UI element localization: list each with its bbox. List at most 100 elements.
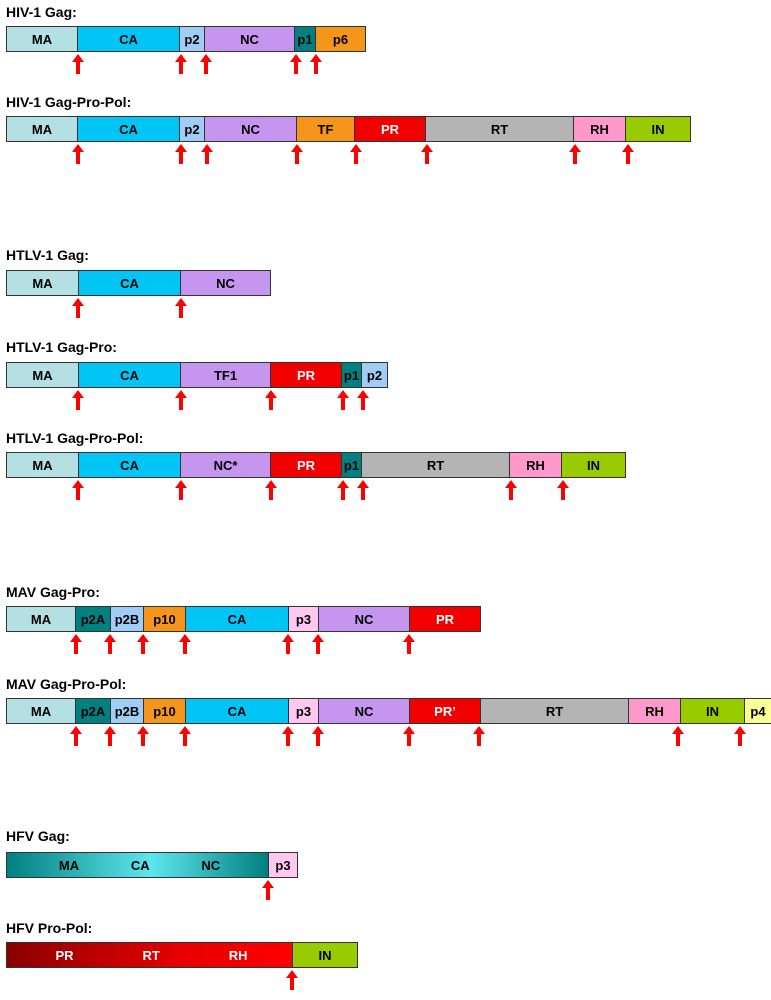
segment-pr: PR xyxy=(354,116,426,142)
cleavage-arrow-icon xyxy=(357,480,369,500)
segment-pr-prime: PR’ xyxy=(409,698,481,724)
protein-bar: PR RT RH IN xyxy=(6,942,358,968)
segment-ca: CA xyxy=(78,270,181,296)
protein-bar: MA CA p2 NC p1 p6 xyxy=(6,26,366,52)
protein-bar: MA p2A p2B p10 CA p3 NC PR’ RT RH IN p4 xyxy=(6,698,771,724)
segment-nc: NC xyxy=(318,698,410,724)
cleavage-arrow-icon xyxy=(137,726,149,746)
cleavage-arrow-icon xyxy=(337,390,349,410)
segment-p4: p4 xyxy=(744,698,771,724)
cleavage-arrow-icon xyxy=(557,480,569,500)
segment-rh: RH xyxy=(573,116,626,142)
segment-tf1: TF1 xyxy=(180,362,271,388)
cleavage-arrow-icon xyxy=(473,726,485,746)
segment-p2a: p2A xyxy=(75,606,111,632)
segment-ma: MA xyxy=(6,26,78,52)
segment-p3: p3 xyxy=(288,698,319,724)
segment-label: MA xyxy=(58,857,80,873)
cleavage-arrow-icon xyxy=(175,298,187,318)
segment-p2a: p2A xyxy=(75,698,111,724)
cleavage-arrow-icon xyxy=(179,634,191,654)
cleavage-arrow-icon xyxy=(282,634,294,654)
cleavage-arrow-icon xyxy=(265,390,277,410)
segment-ca: CA xyxy=(78,362,181,388)
cleavage-arrow-icon xyxy=(403,634,415,654)
segment-p10: p10 xyxy=(143,606,186,632)
construct-title: HIV-1 Gag-Pro-Pol: xyxy=(6,94,132,110)
cleavage-arrow-icon xyxy=(104,726,116,746)
cleavage-arrow-icon xyxy=(72,480,84,500)
protein-bar: MA CA NC* PR p1 RT RH IN xyxy=(6,452,626,478)
construct-title: MAV Gag-Pro: xyxy=(6,584,100,600)
segment-ma: MA xyxy=(6,606,76,632)
segment-ma: MA xyxy=(6,452,79,478)
segment-p1: p1 xyxy=(341,362,362,388)
protein-bar: MA CA NC xyxy=(6,270,271,296)
cleavage-arrow-icon xyxy=(350,144,362,164)
cleavage-arrow-icon xyxy=(505,480,517,500)
segment-p3: p3 xyxy=(268,852,298,878)
cleavage-arrow-icon xyxy=(200,54,212,74)
segment-rh: RH xyxy=(628,698,681,724)
segment-ca: CA xyxy=(77,116,180,142)
segment-ca: CA xyxy=(185,606,289,632)
segment-label: PR xyxy=(55,947,74,963)
segment-ma: MA xyxy=(6,270,79,296)
construct-title: HIV-1 Gag: xyxy=(6,4,77,20)
cleavage-arrow-icon xyxy=(70,634,82,654)
cleavage-arrow-icon xyxy=(734,726,746,746)
segment-pr: PR xyxy=(270,362,342,388)
protein-bar: MA CA TF1 PR p1 p2 xyxy=(6,362,388,388)
cleavage-arrow-icon xyxy=(312,726,324,746)
segment-p10: p10 xyxy=(143,698,186,724)
segment-ca: CA xyxy=(185,698,289,724)
cleavage-arrow-icon xyxy=(72,144,84,164)
cleavage-arrow-icon xyxy=(286,970,298,990)
segment-ma: MA xyxy=(6,362,79,388)
segment-nc: NC xyxy=(204,26,295,52)
cleavage-arrow-icon xyxy=(265,480,277,500)
segment-nc: NC xyxy=(180,270,271,296)
cleavage-arrow-icon xyxy=(421,144,433,164)
protein-bar: MA CA p2 NC TF PR RT RH IN xyxy=(6,116,691,142)
protein-bar: MA p2A p2B p10 CA p3 NC PR xyxy=(6,606,481,632)
segment-pr: PR xyxy=(270,452,342,478)
construct-title: HFV Gag: xyxy=(6,828,70,844)
segment-label: CA xyxy=(130,857,150,873)
segment-p2b: p2B xyxy=(110,606,144,632)
segment-in: IN xyxy=(625,116,691,142)
segment-in: IN xyxy=(292,942,358,968)
segment-label: RH xyxy=(228,947,248,963)
construct-title: HTLV-1 Gag: xyxy=(6,247,89,263)
cleavage-arrow-icon xyxy=(291,144,303,164)
segment-pr: PR xyxy=(409,606,481,632)
segment-ca: CA xyxy=(77,26,180,52)
cleavage-arrow-icon xyxy=(672,726,684,746)
segment-nc: NC xyxy=(204,116,297,142)
construct-title: HTLV-1 Gag-Pro: xyxy=(6,339,117,355)
segment-p6: p6 xyxy=(315,26,366,52)
cleavage-arrow-icon xyxy=(72,298,84,318)
cleavage-arrow-icon xyxy=(357,390,369,410)
cleavage-arrow-icon xyxy=(312,634,324,654)
segment-rt: RT xyxy=(361,452,510,478)
segment-rt: RT xyxy=(480,698,629,724)
segment-p1: p1 xyxy=(341,452,362,478)
segment-p2: p2 xyxy=(179,116,205,142)
segment-ma: MA xyxy=(6,698,76,724)
construct-title: HFV Pro-Pol: xyxy=(6,920,93,936)
segment-tf: TF xyxy=(296,116,355,142)
segment-pr-rt-rh: PR RT RH xyxy=(6,942,293,968)
segment-in: IN xyxy=(561,452,626,478)
cleavage-arrow-icon xyxy=(282,726,294,746)
segment-label: RT xyxy=(142,947,160,963)
cleavage-arrow-icon xyxy=(70,726,82,746)
cleavage-arrow-icon xyxy=(175,144,187,164)
cleavage-arrow-icon xyxy=(310,54,322,74)
cleavage-arrow-icon xyxy=(290,54,302,74)
segment-p2: p2 xyxy=(361,362,388,388)
segment-rh: RH xyxy=(509,452,562,478)
construct-title: MAV Gag-Pro-Pol: xyxy=(6,676,127,692)
cleavage-arrow-icon xyxy=(262,880,274,900)
segment-p2b: p2B xyxy=(110,698,144,724)
